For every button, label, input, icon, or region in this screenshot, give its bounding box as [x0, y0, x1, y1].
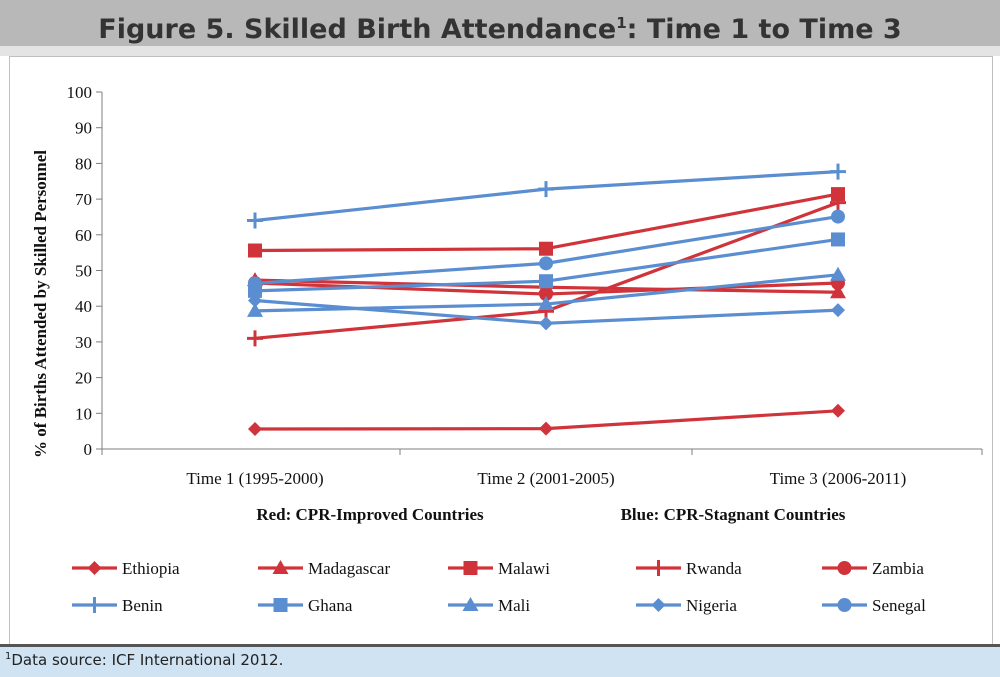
data-point-rwanda [830, 194, 846, 211]
data-point-senegal [831, 209, 845, 224]
data-point-mali [247, 302, 263, 317]
data-point-benin [538, 181, 554, 198]
title-bar: Figure 5. Skilled Birth Attendance1: Tim… [0, 0, 1000, 46]
x-tick-label: Time 1 (1995-2000) [186, 469, 323, 488]
data-point-benin [830, 163, 846, 180]
data-point-ethiopia [831, 403, 845, 418]
legend-marker-malawi [463, 561, 478, 575]
footnote-text: Data source: ICF International 2012. [11, 651, 284, 669]
y-tick-label: 30 [75, 333, 92, 352]
footnote-bar: 1Data source: ICF International 2012. [0, 647, 1000, 677]
x-tick-labels: Time 1 (1995-2000) Time 2 (2001-2005) Time… [186, 469, 906, 488]
y-tick-label: 90 [75, 119, 92, 138]
legend-label-benin: Benin [122, 596, 163, 615]
x-tick-label: Time 2 (2001-2005) [477, 469, 614, 488]
legend-item-malawi: Malawi [448, 559, 550, 578]
series-nigeria [248, 293, 845, 331]
data-point-benin [247, 212, 263, 229]
data-point-madagascar [830, 284, 846, 299]
footnote: 1Data source: ICF International 2012. [5, 651, 283, 669]
x-tick-label: Time 3 (2006-2011) [770, 469, 907, 488]
y-tick-label: 0 [84, 440, 93, 459]
legend-marker-senegal [837, 598, 852, 612]
series-ethiopia [248, 403, 845, 437]
data-point-mali [538, 296, 554, 311]
y-tick-label: 70 [75, 190, 92, 209]
series-ghana [248, 232, 845, 298]
legend-label-mali: Mali [498, 596, 530, 615]
data-point-ethiopia [539, 421, 553, 436]
data-point-nigeria [248, 293, 262, 308]
legend-item-madagascar: Madagascar [258, 559, 390, 578]
legend-marker-mali [462, 597, 479, 611]
data-point-nigeria [831, 303, 845, 318]
legend-item-ghana: Ghana [258, 596, 353, 615]
y-axis-label: % of Births Attended by Skilled Personne… [31, 150, 50, 458]
y-tick-label: 20 [75, 369, 92, 388]
y-tick-label: 10 [75, 404, 92, 423]
legend-label-ghana: Ghana [308, 596, 353, 615]
y-tick-label: 100 [67, 83, 93, 102]
legend-item-mali: Mali [448, 596, 530, 615]
data-point-malawi [248, 243, 262, 258]
chart-series [247, 163, 846, 437]
legend-label-nigeria: Nigeria [686, 596, 737, 615]
legend-item-rwanda: Rwanda [636, 559, 742, 578]
group-label-blue: Blue: CPR-Stagnant Countries [621, 505, 846, 524]
data-point-senegal [539, 256, 553, 271]
chart-title: Figure 5. Skilled Birth Attendance1: Tim… [98, 14, 901, 45]
legend-item-nigeria: Nigeria [636, 596, 737, 615]
data-point-rwanda [247, 330, 263, 347]
legend-item-senegal: Senegal [822, 596, 926, 615]
legend-label-ethiopia: Ethiopia [122, 559, 180, 578]
chart-title-superscript: 1 [616, 14, 627, 32]
chart-title-tail: : Time 1 to Time 3 [626, 14, 902, 45]
chart-axes [96, 91, 983, 455]
legend-marker-nigeria [651, 598, 666, 612]
title-divider [0, 46, 1000, 56]
y-tick-label: 40 [75, 297, 92, 316]
legend-label-senegal: Senegal [872, 596, 926, 615]
legend-label-zambia: Zambia [872, 559, 924, 578]
data-point-malawi [831, 187, 845, 202]
y-tick-label: 80 [75, 154, 92, 173]
legend-marker-madagascar [272, 560, 289, 574]
data-point-mali [830, 266, 846, 281]
legend-label-malawi: Malawi [498, 559, 550, 578]
line-chart: 0 10 20 30 40 50 60 70 80 90 100 Time 1 (1995-2000… [31, 83, 983, 615]
data-point-senegal [248, 276, 262, 291]
chart-frame [9, 56, 993, 646]
footnote-superscript: 1 [5, 651, 12, 662]
chart-legend: Ethiopia Madagascar Malawi Rwanda Zambia Beni… [72, 559, 926, 615]
legend-item-ethiopia: Ethiopia [72, 559, 180, 578]
series-benin [247, 163, 846, 229]
data-point-ethiopia [248, 422, 262, 437]
series-senegal [248, 209, 845, 291]
legend-marker-rwanda [650, 560, 667, 576]
legend-label-rwanda: Rwanda [686, 559, 742, 578]
series-malawi [248, 187, 845, 258]
y-tick-labels: 0 10 20 30 40 50 60 70 80 90 100 [67, 83, 93, 459]
data-point-ghana [831, 232, 845, 247]
group-label-red: Red: CPR-Improved Countries [256, 505, 484, 524]
data-point-zambia [539, 287, 553, 302]
series-rwanda [247, 194, 846, 347]
legend-marker-zambia [837, 561, 852, 575]
legend-item-benin: Benin [72, 596, 163, 615]
data-point-ghana [539, 274, 553, 289]
footer-divider [0, 644, 1000, 647]
legend-marker-ghana [273, 598, 288, 612]
data-point-malawi [539, 241, 553, 256]
legend-marker-benin [86, 597, 103, 613]
legend-label-madagascar: Madagascar [308, 559, 390, 578]
legend-marker-ethiopia [87, 561, 102, 575]
chart-title-main: Figure 5. Skilled Birth Attendance [98, 14, 617, 45]
data-point-nigeria [539, 316, 553, 331]
y-tick-label: 50 [75, 262, 92, 281]
y-tick-label: 60 [75, 226, 92, 245]
legend-item-zambia: Zambia [822, 559, 924, 578]
